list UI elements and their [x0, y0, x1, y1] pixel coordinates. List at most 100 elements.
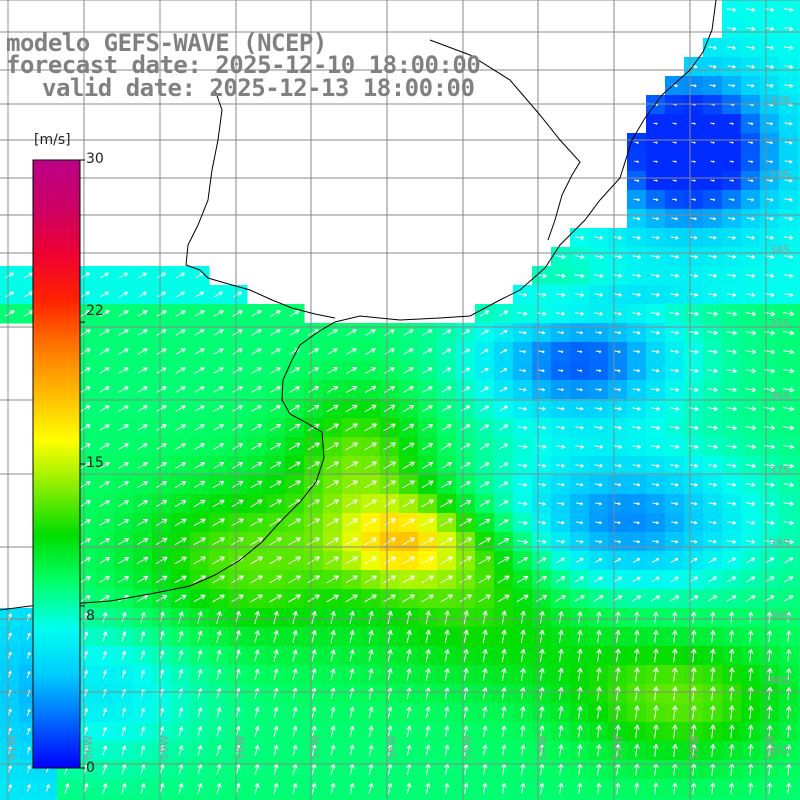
- wind-arrow: [708, 520, 717, 525]
- wind-arrow: [499, 386, 508, 393]
- wind-arrow: [651, 235, 660, 240]
- wind-arrow: [517, 292, 528, 297]
- wind-arrow: [326, 575, 339, 584]
- wind-arrow: [216, 649, 222, 662]
- wind-arrow: [345, 385, 358, 394]
- wind-arrow: [250, 575, 263, 584]
- wind-arrow: [368, 763, 374, 776]
- wind-arrow: [121, 783, 127, 794]
- wind-arrow: [250, 537, 263, 546]
- wind-arrow: [482, 629, 488, 644]
- wind-arrow: [690, 84, 697, 88]
- wind-arrow: [269, 575, 282, 584]
- wind-arrow: [478, 556, 491, 565]
- wind-arrow: [178, 650, 184, 661]
- wind-arrow: [672, 667, 678, 682]
- wind-arrow: [615, 724, 621, 739]
- wind-arrow: [307, 556, 320, 565]
- wind-arrow: [764, 254, 775, 259]
- wind-arrow: [441, 405, 452, 412]
- wind-arrow: [231, 518, 244, 527]
- wind-cell: [665, 798, 685, 800]
- wind-arrow: [463, 706, 469, 719]
- wind-arrow: [251, 386, 262, 393]
- wind-arrow: [615, 667, 621, 682]
- wind-arrow: [7, 708, 12, 717]
- wind-arrow: [708, 254, 718, 259]
- wind-arrow: [498, 481, 509, 488]
- wind-arrow: [652, 743, 659, 757]
- wind-arrow: [178, 745, 184, 756]
- wind-cell: [19, 798, 39, 800]
- wind-arrow: [765, 197, 774, 202]
- wind-arrow: [537, 406, 546, 411]
- wind-arrow: [403, 348, 414, 355]
- wind-arrow: [425, 648, 431, 662]
- wind-arrow: [785, 725, 792, 738]
- wind-arrow: [194, 462, 206, 469]
- longitude-label: 60W: [82, 735, 95, 760]
- wind-arrow: [634, 667, 640, 682]
- wind-arrow: [99, 481, 110, 488]
- wind-arrow: [24, 291, 33, 298]
- wind-arrow: [691, 141, 696, 144]
- wind-arrow: [672, 611, 678, 624]
- wind-arrow: [574, 292, 585, 297]
- wind-arrow: [387, 782, 393, 795]
- wind-cell: [361, 798, 381, 800]
- wind-arrow: [213, 310, 224, 317]
- wind-arrow: [231, 499, 244, 508]
- wind-arrow: [118, 481, 129, 488]
- wind-arrow: [671, 630, 678, 643]
- wind-arrow: [403, 367, 414, 374]
- wind-arrow: [613, 463, 622, 468]
- wind-arrow: [444, 744, 450, 757]
- wind-arrow: [558, 744, 564, 757]
- wind-cell: [494, 798, 514, 800]
- wind-arrow: [784, 216, 794, 221]
- wind-arrow: [292, 763, 298, 775]
- wind-cell: [798, 304, 800, 324]
- wind-arrow: [517, 482, 528, 487]
- wind-arrow: [478, 594, 491, 603]
- wind-arrow: [708, 539, 717, 544]
- wind-arrow: [615, 686, 621, 701]
- wind-cell: [798, 646, 800, 666]
- wind-arrow: [633, 350, 641, 354]
- wind-arrow: [689, 273, 699, 278]
- wind-arrow: [178, 707, 184, 718]
- wind-arrow: [463, 629, 469, 644]
- wind-arrow: [194, 310, 205, 317]
- wind-arrow: [482, 763, 488, 776]
- wind-arrow: [364, 594, 377, 603]
- wind-arrow: [193, 480, 206, 489]
- wind-arrow: [213, 329, 224, 336]
- wind-arrow: [80, 500, 91, 507]
- wind-arrow: [653, 611, 659, 624]
- wind-arrow: [726, 26, 737, 31]
- wind-arrow: [539, 706, 545, 719]
- wind-arrow: [121, 650, 127, 661]
- wind-arrow: [594, 482, 603, 487]
- wind-arrow: [520, 782, 526, 795]
- wind-cell: [760, 798, 780, 800]
- wind-arrow: [671, 521, 679, 525]
- wind-arrow: [194, 348, 205, 355]
- wind-arrow: [402, 594, 415, 603]
- colorbar: [32, 159, 81, 769]
- wind-arrow: [197, 611, 203, 624]
- wind-cell: [342, 798, 362, 800]
- wind-arrow: [783, 7, 794, 12]
- wind-arrow: [613, 292, 622, 297]
- wind-arrow: [254, 668, 260, 681]
- wind-arrow: [708, 482, 718, 487]
- wind-arrow: [518, 330, 527, 335]
- wind-arrow: [402, 556, 415, 565]
- wind-arrow: [538, 350, 545, 354]
- wind-arrow: [615, 705, 621, 720]
- wind-arrow: [727, 557, 736, 564]
- wind-arrow: [383, 575, 396, 584]
- wind-arrow: [193, 518, 206, 527]
- wind-arrow: [577, 629, 583, 643]
- wind-arrow: [174, 575, 187, 584]
